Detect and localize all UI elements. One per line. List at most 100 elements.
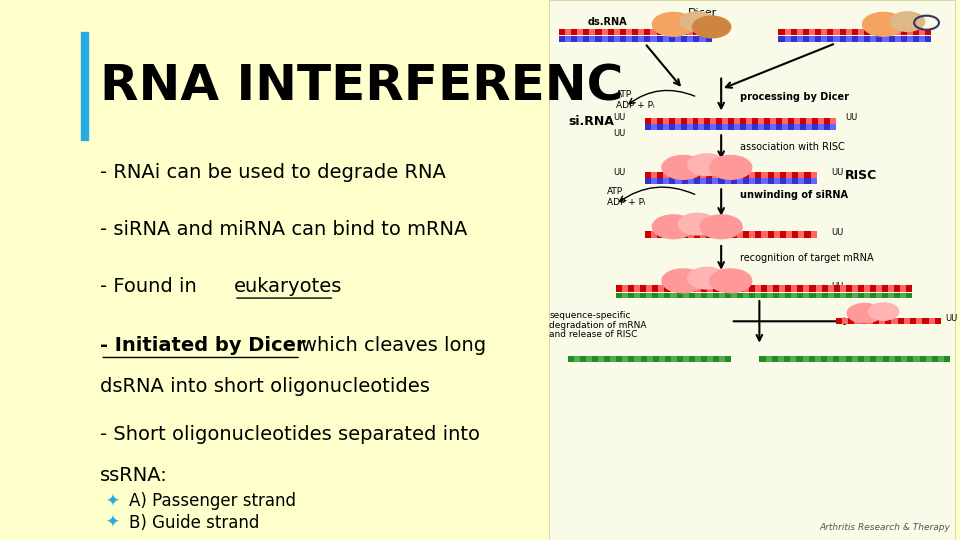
Bar (659, 285, 664, 292)
Bar (788, 118, 794, 124)
Bar (640, 293, 646, 298)
Bar (725, 293, 731, 298)
Bar (712, 178, 718, 184)
Bar (919, 36, 925, 42)
Bar (923, 318, 928, 324)
Text: ssRNA:: ssRNA: (100, 465, 168, 485)
Bar (870, 293, 876, 298)
Bar (687, 178, 694, 184)
Bar (699, 124, 705, 130)
Bar (651, 231, 657, 238)
Bar (671, 356, 677, 362)
Bar (710, 118, 716, 124)
Bar (700, 231, 707, 238)
Bar (928, 318, 935, 324)
Bar (608, 36, 613, 42)
Bar (707, 178, 712, 184)
Bar (913, 29, 919, 35)
Bar (815, 29, 821, 35)
Bar (669, 36, 675, 42)
Bar (774, 172, 780, 178)
Bar (806, 118, 812, 124)
Bar (712, 172, 718, 178)
Bar (737, 293, 743, 298)
Text: and release of RISC: and release of RISC (549, 330, 637, 339)
Bar (786, 172, 792, 178)
Bar (743, 293, 749, 298)
Text: B) Guide strand: B) Guide strand (129, 514, 259, 532)
Text: ✦: ✦ (105, 492, 119, 510)
Bar (638, 36, 644, 42)
Bar (749, 231, 756, 238)
Circle shape (678, 213, 716, 235)
Bar (646, 356, 653, 362)
Bar (712, 293, 719, 298)
Bar (846, 36, 852, 42)
Bar (780, 178, 786, 184)
Bar (809, 36, 815, 42)
Bar (842, 318, 848, 324)
Bar (815, 356, 821, 362)
Bar (903, 318, 910, 324)
Bar (898, 318, 903, 324)
Circle shape (687, 267, 726, 289)
Bar (651, 178, 657, 184)
Bar (900, 293, 906, 298)
Bar (779, 29, 784, 35)
Bar (761, 285, 767, 292)
Bar (799, 231, 804, 238)
Text: processing by Dicer: processing by Dicer (740, 92, 850, 102)
Bar (746, 124, 753, 130)
Bar (694, 178, 700, 184)
Bar (871, 356, 876, 362)
Text: ADP + Pᵢ: ADP + Pᵢ (607, 198, 645, 207)
Bar (798, 293, 804, 298)
Bar (598, 356, 605, 362)
Bar (864, 285, 870, 292)
Bar (646, 285, 653, 292)
Bar (889, 36, 895, 42)
Bar (800, 124, 806, 130)
Bar (799, 172, 804, 178)
Bar (706, 29, 711, 35)
Bar (907, 29, 913, 35)
Bar (670, 293, 677, 298)
Bar (821, 356, 828, 362)
Bar (577, 36, 584, 42)
Bar (925, 29, 931, 35)
Bar (935, 318, 941, 324)
Bar (756, 293, 761, 298)
Bar (833, 29, 840, 35)
Bar (767, 293, 773, 298)
Text: UU: UU (831, 228, 843, 237)
Bar (882, 29, 889, 35)
Bar (808, 356, 815, 362)
Bar (779, 36, 784, 42)
Circle shape (662, 269, 704, 293)
Bar (620, 29, 626, 35)
Text: degradation of mRNA: degradation of mRNA (549, 321, 647, 329)
Bar (791, 293, 798, 298)
Bar (920, 356, 925, 362)
Bar (559, 36, 564, 42)
Bar (622, 356, 629, 362)
Bar (682, 178, 687, 184)
Circle shape (890, 12, 924, 31)
Text: A) Passenger strand: A) Passenger strand (129, 492, 296, 510)
Bar (945, 356, 950, 362)
Bar (645, 172, 651, 178)
Bar (746, 118, 753, 124)
Bar (695, 285, 701, 292)
Bar (725, 231, 731, 238)
Bar (669, 172, 676, 178)
Bar (737, 231, 743, 238)
Bar (645, 178, 651, 184)
Circle shape (709, 269, 752, 293)
Bar (900, 29, 907, 35)
Bar (657, 36, 662, 42)
Bar (743, 172, 749, 178)
Text: si.RNA: si.RNA (568, 115, 614, 128)
Bar (701, 293, 707, 298)
Bar (616, 293, 622, 298)
Bar (803, 356, 808, 362)
